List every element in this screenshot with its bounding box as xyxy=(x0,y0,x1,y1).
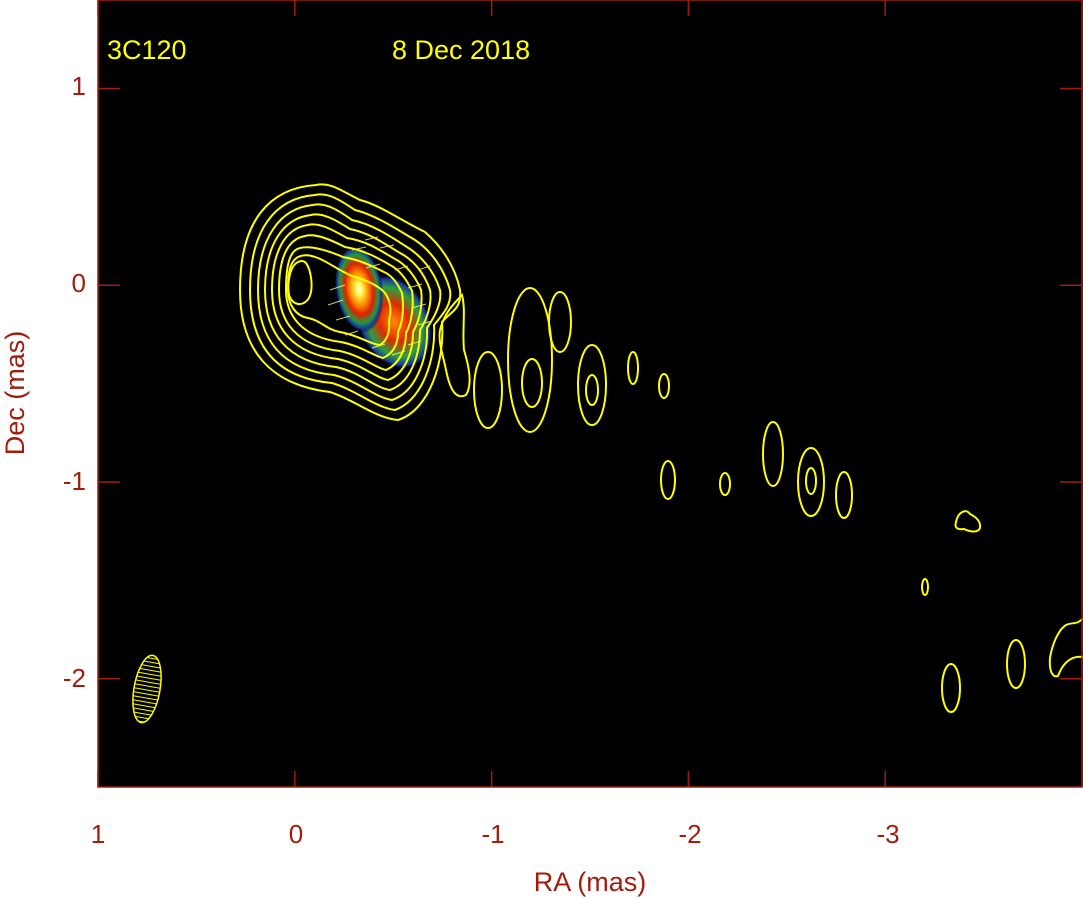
x-axis-label: RA (mas) xyxy=(534,867,647,897)
x-tick-label: 1 xyxy=(91,819,105,849)
beam-ellipse xyxy=(132,654,162,724)
source-name: 3C120 xyxy=(107,35,187,65)
y-tick-label: 0 xyxy=(72,268,86,298)
beam xyxy=(132,654,162,724)
y-tick-label: -1 xyxy=(63,466,86,496)
x-tick-label: 0 xyxy=(289,819,303,849)
plot-area xyxy=(98,0,1083,787)
y-axis-label: Dec (mas) xyxy=(0,331,30,456)
axis-ticks xyxy=(97,0,1082,787)
x-axis: 1 0 -1 -2 -3 RA (mas) xyxy=(91,819,900,897)
x-tick-label: -3 xyxy=(876,819,899,849)
pol-peak-primary xyxy=(334,245,384,333)
core-contours xyxy=(238,183,462,422)
plot-frame xyxy=(97,0,1083,788)
x-tick-label: -1 xyxy=(481,819,504,849)
jet-contours xyxy=(438,287,1083,713)
y-tick-label: -2 xyxy=(63,663,86,693)
observation-date: 8 Dec 2018 xyxy=(392,35,530,65)
x-tick-label: -2 xyxy=(678,819,701,849)
y-axis: 1 0 -1 -2 Dec (mas) xyxy=(0,71,86,693)
y-tick-label: 1 xyxy=(72,71,86,101)
